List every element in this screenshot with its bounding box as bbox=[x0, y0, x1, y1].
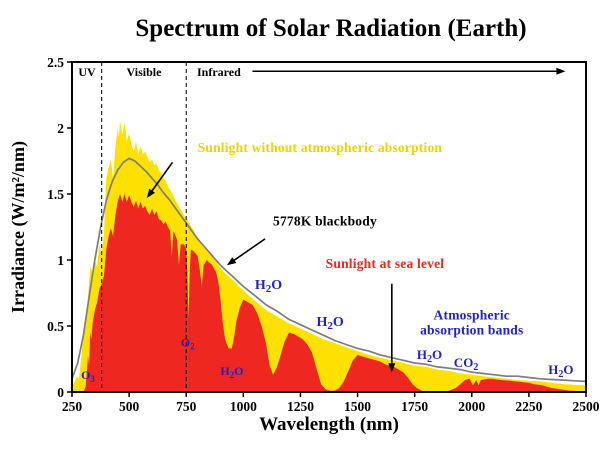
arrowhead bbox=[226, 257, 237, 266]
molecule-label: H2O bbox=[255, 278, 282, 295]
molecule-label: H2O bbox=[417, 347, 442, 365]
spectrum-areas bbox=[72, 121, 586, 393]
arrowhead bbox=[388, 363, 396, 373]
x-tick-label: 500 bbox=[119, 399, 140, 414]
series-area-1 bbox=[72, 194, 586, 392]
annotation-text-3: Atmospheric absorption bands bbox=[420, 307, 523, 337]
annotations: Sunlight without atmospheric absorption 5… bbox=[146, 140, 523, 373]
x-tick-label: 2000 bbox=[458, 399, 485, 414]
molecule-label: H2O bbox=[548, 362, 573, 380]
y-tick-label: 0 bbox=[57, 385, 64, 400]
y-axis-label: Irradiance (W/m²/nm) bbox=[8, 141, 29, 313]
region-label-infrared: Infrared bbox=[197, 65, 241, 79]
molecule-labels: O3 O2 H2O H2O H2O H2O CO2 H2O bbox=[81, 278, 573, 384]
blackbody-line bbox=[71, 157, 587, 383]
axis-ticks: 250 500 750 1000 1250 1500 1750 2000 2250 2500 0 0.… bbox=[47, 55, 600, 414]
chart-title: Spectrum of Solar Radiation (Earth) bbox=[135, 15, 526, 42]
region-dividers bbox=[101, 62, 566, 392]
molecule-label: H2O bbox=[317, 315, 344, 332]
blackbody-curve bbox=[71, 157, 587, 383]
x-axis-label: Wavelength (nm) bbox=[259, 414, 399, 435]
annotation-arrow bbox=[150, 161, 174, 193]
arrowhead bbox=[146, 188, 155, 198]
x-tick-label: 250 bbox=[62, 399, 83, 414]
y-tick-label: 1.5 bbox=[47, 187, 64, 202]
region-label-uv: UV bbox=[78, 65, 96, 79]
annotation-arrow bbox=[232, 238, 266, 262]
y-tick-label: 2 bbox=[57, 121, 64, 136]
x-tick-label: 1750 bbox=[401, 399, 428, 414]
plot-border bbox=[71, 61, 587, 393]
molecule-label: CO2 bbox=[454, 355, 479, 373]
x-tick-label: 1250 bbox=[287, 399, 314, 414]
y-tick-label: 0.5 bbox=[47, 319, 64, 334]
arrowhead bbox=[556, 67, 566, 75]
x-tick-label: 2500 bbox=[573, 399, 600, 414]
x-tick-label: 1500 bbox=[344, 399, 371, 414]
annotation-text-1: 5778K blackbody bbox=[273, 214, 377, 229]
region-label-visible: Visible bbox=[127, 65, 163, 79]
molecule-label: O3 bbox=[81, 368, 95, 384]
molecule-label: H2O bbox=[220, 364, 243, 380]
molecule-label: O2 bbox=[181, 335, 195, 351]
x-tick-label: 750 bbox=[176, 399, 197, 414]
x-tick-label: 1000 bbox=[230, 399, 257, 414]
annotation-text-2: Sunlight at sea level bbox=[326, 256, 445, 271]
y-tick-label: 1 bbox=[57, 253, 64, 268]
annotation-text-0: Sunlight without atmospheric absorption bbox=[198, 140, 443, 155]
x-tick-label: 2250 bbox=[515, 399, 542, 414]
y-tick-label: 2.5 bbox=[47, 55, 64, 70]
